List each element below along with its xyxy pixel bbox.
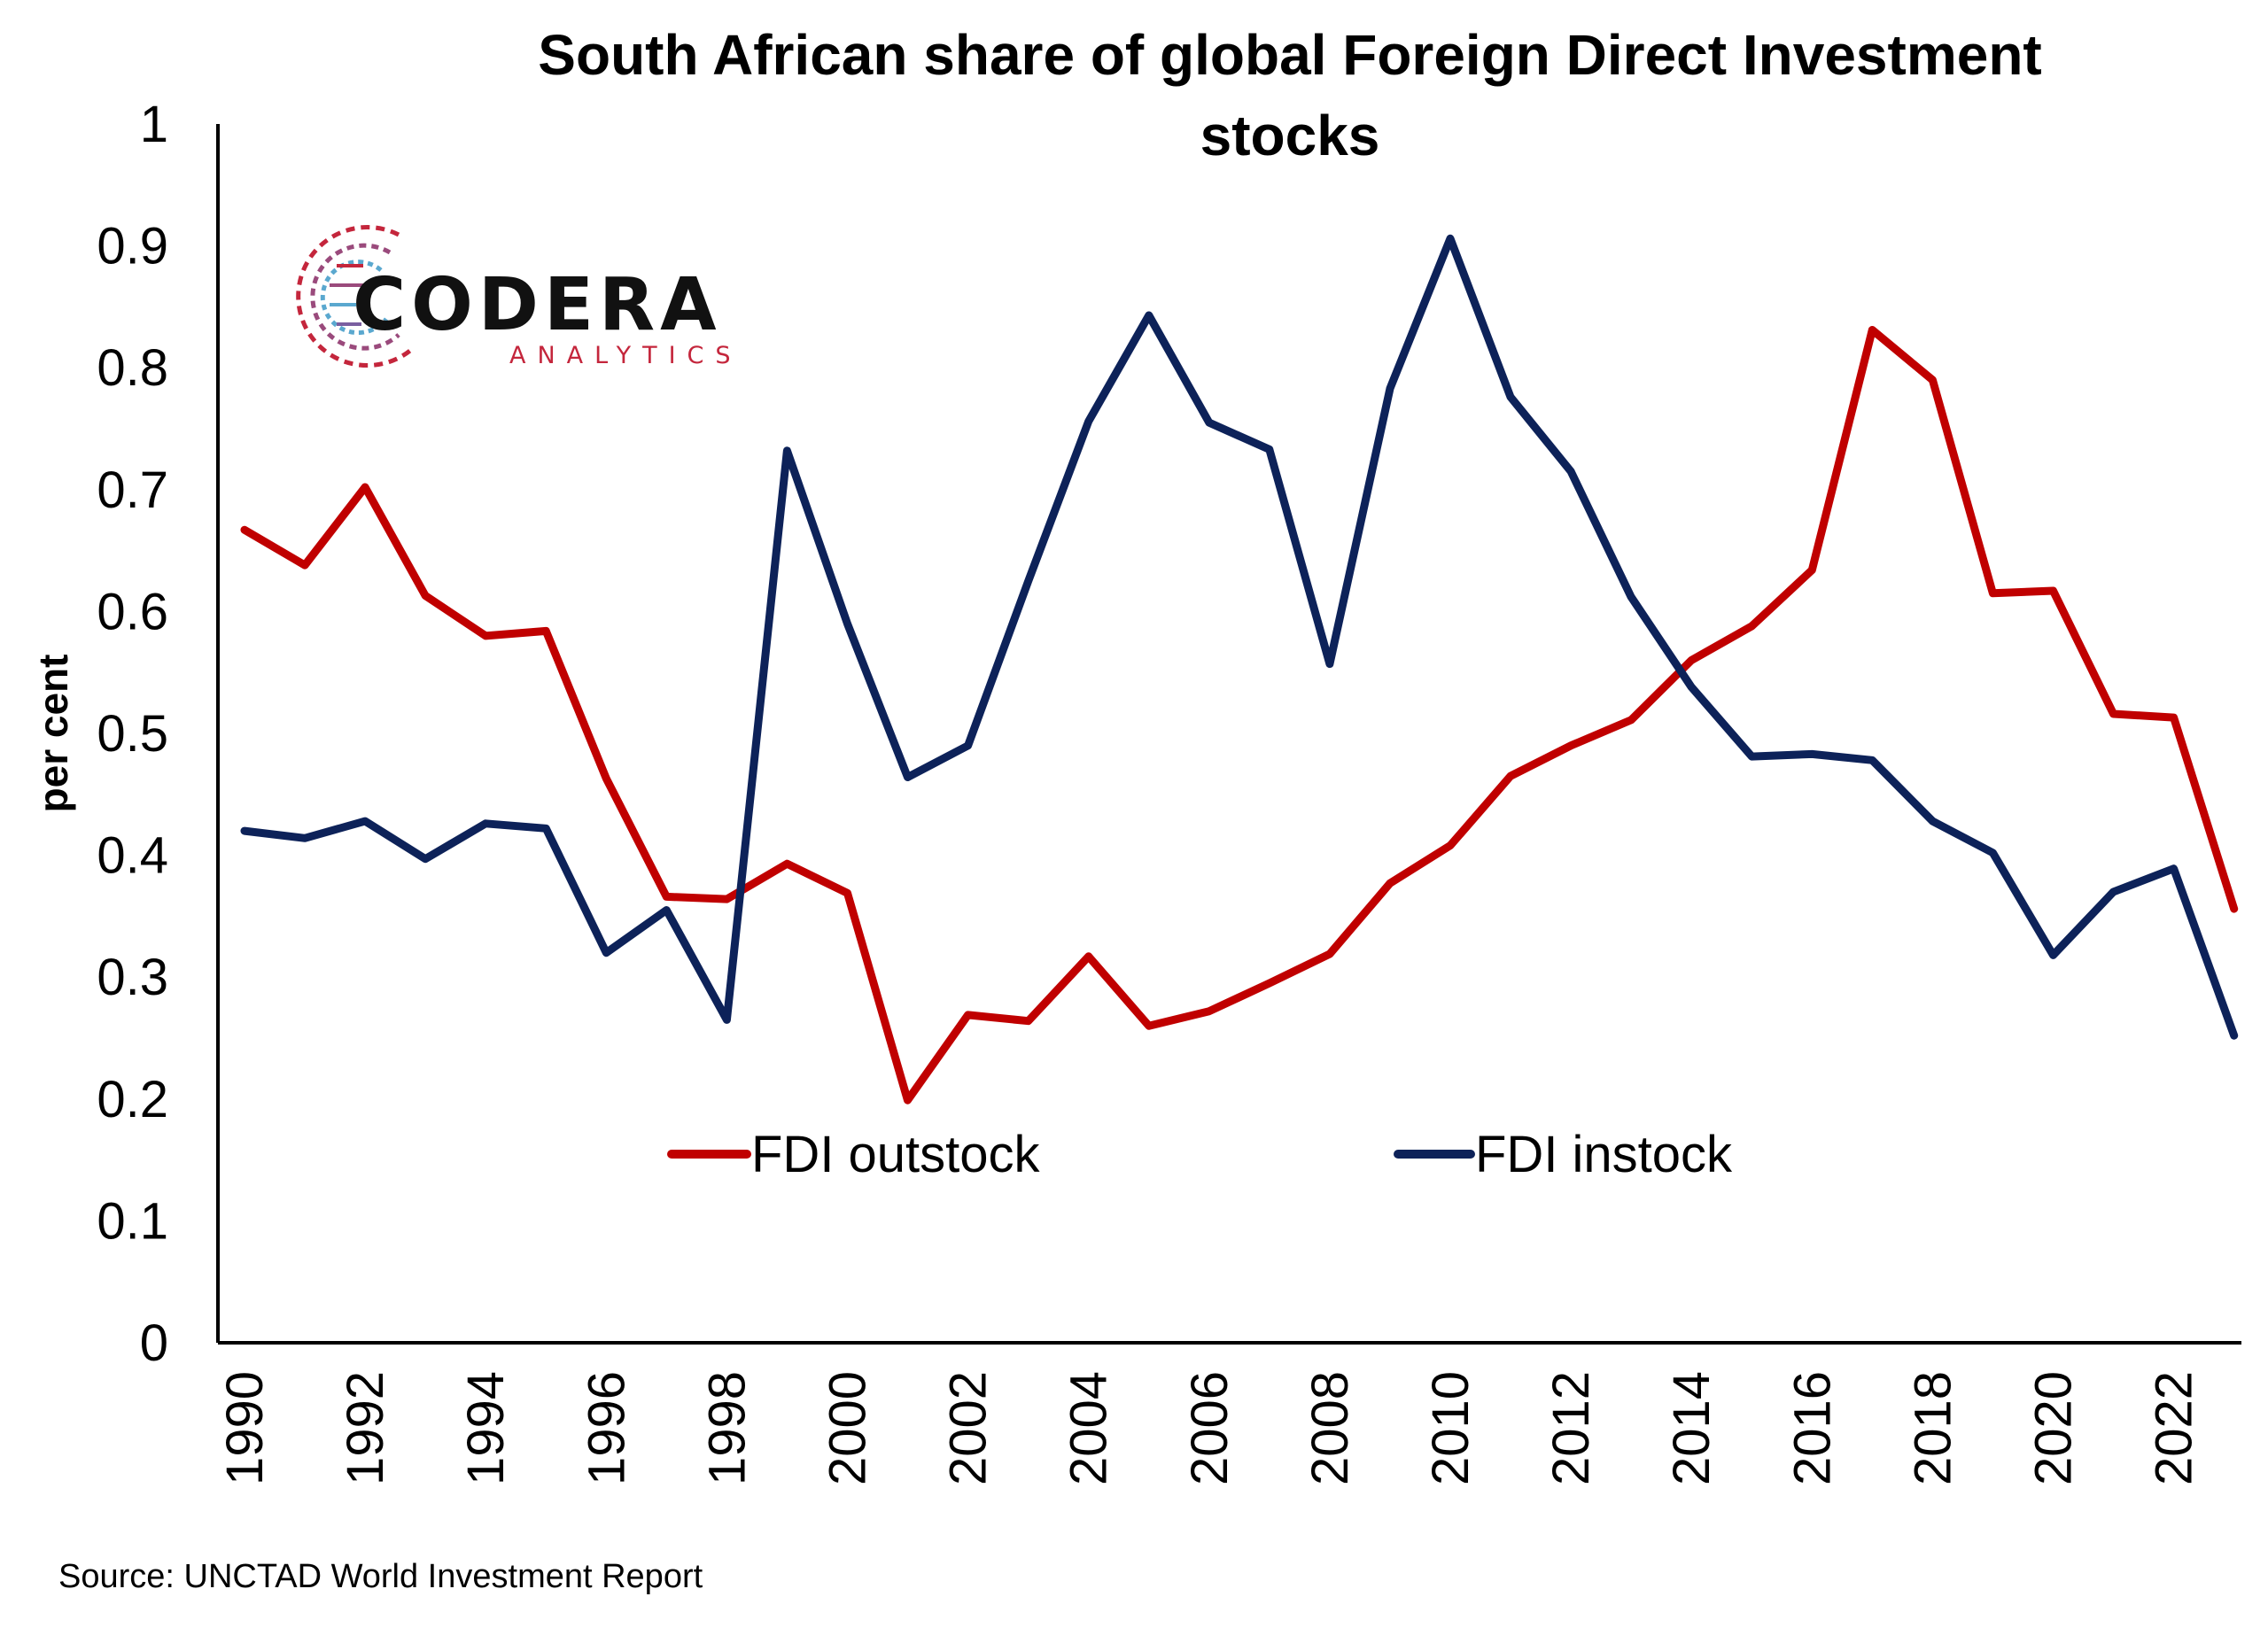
y-tick-label: 0.2 [97, 1071, 168, 1128]
x-tick-label: 2016 [1783, 1371, 1841, 1485]
y-tick-label: 0.3 [97, 949, 168, 1006]
y-tick-label: 0.6 [97, 583, 168, 640]
x-tick-label: 2000 [819, 1371, 877, 1485]
x-tick-label: 1992 [337, 1371, 394, 1485]
series-layer [240, 234, 2239, 1105]
y-tick-label: 0.4 [97, 827, 168, 885]
y-tick-label: 1 [140, 96, 168, 153]
axes [216, 124, 2241, 1345]
logo-emblem-icon [296, 225, 413, 368]
y-tick-label: 0.9 [97, 218, 168, 275]
x-tick-label: 1990 [216, 1371, 274, 1485]
source-note: Source: UNCTAD World Investment Report [58, 1558, 703, 1595]
legend-label-outstock: FDI outstock [751, 1126, 1041, 1183]
x-tick-label: 2010 [1422, 1371, 1480, 1485]
x-tick-label: 2012 [1542, 1371, 1600, 1485]
x-tick-label: 1994 [457, 1371, 515, 1485]
y-tick-label: 0.7 [97, 461, 168, 519]
series-line-instock [240, 234, 2239, 1040]
y-tick-label: 0.8 [97, 339, 168, 397]
legend: FDI outstock FDI instock [667, 1126, 1733, 1183]
y-tick-label: 0.5 [97, 705, 168, 763]
legend-label-instock: FDI instock [1475, 1126, 1733, 1183]
y-tick-label: 0.1 [97, 1192, 168, 1250]
y-axis-label: per cent [30, 655, 76, 813]
y-tick-label: 0 [140, 1314, 168, 1372]
logo-sub-text: ANALYTICS [509, 342, 742, 369]
x-tick-label: 2002 [940, 1371, 998, 1485]
x-tick-label: 2020 [2025, 1371, 2083, 1485]
codera-logo: CODERA ANALYTICS [296, 225, 742, 369]
x-tick-label: 2022 [2146, 1371, 2203, 1485]
logo-main-text: CODERA [353, 263, 722, 347]
x-tick-label: 2004 [1060, 1371, 1118, 1485]
x-tick-label: 2008 [1301, 1371, 1359, 1485]
x-tick-label: 2018 [1904, 1371, 1961, 1485]
x-tick-label: 2006 [1181, 1371, 1239, 1485]
x-tick-label: 1996 [578, 1371, 635, 1485]
y-axis-ticks: 0 0.1 0.2 0.3 0.4 0.5 0.6 0.7 0.8 0.9 1 [97, 96, 168, 1372]
series-line-outstock [240, 326, 2239, 1105]
x-tick-label: 1998 [698, 1371, 756, 1485]
chart-title-line-2: stocks [1200, 104, 1380, 167]
x-tick-label: 2014 [1663, 1371, 1720, 1485]
x-axis-ticks: 1990 1992 1994 1996 1998 2000 2002 2004 2006 2008… [216, 1371, 2203, 1485]
chart-title-line-1: South African share of global Foreign Di… [538, 23, 2041, 87]
